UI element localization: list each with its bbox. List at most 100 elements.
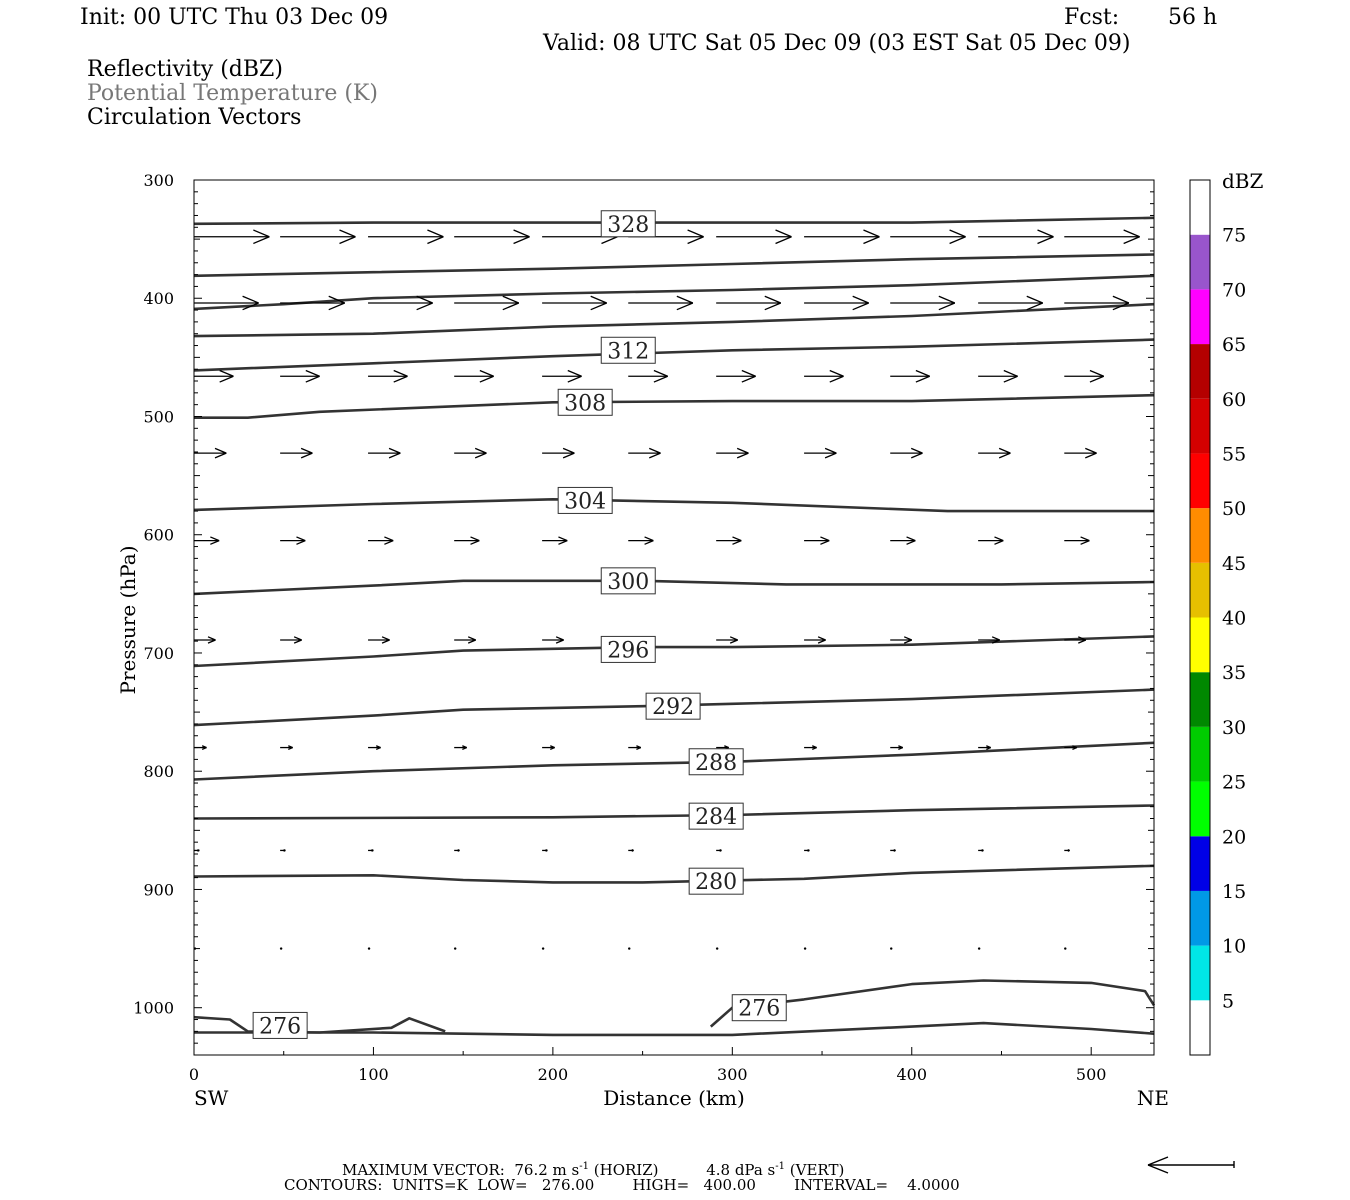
vertical-exponent: -1 [775, 1161, 786, 1172]
colorbar-segment [1190, 1000, 1210, 1055]
circulation-vector [978, 849, 984, 852]
circulation-vector [890, 369, 930, 383]
circulation-vector [454, 369, 494, 383]
colorbar-segment [1190, 234, 1210, 290]
x-axis-title: Distance (km) [603, 1086, 745, 1110]
theta-contour-line [193, 741, 1155, 781]
forecast-label: Fcst: [1064, 5, 1120, 30]
y-tick-label: 300 [143, 171, 174, 190]
circulation-vector [628, 745, 642, 751]
circulation-vector [1064, 849, 1070, 852]
contour-labels: 328 312 308 304 300 296 292 288 284 280 276 276 [252, 210, 787, 1039]
circulation-vector [368, 849, 374, 852]
field-potential-temperature: Potential Temperature (K) [87, 81, 378, 106]
circulation-vector [194, 447, 227, 459]
circulation-vector [194, 295, 259, 311]
theta-contour-line [193, 497, 1154, 513]
contour-label: 284 [695, 805, 737, 830]
theta-contour-line [194, 393, 1155, 420]
reflectivity-colorbar: 5 10 15 20 25 30 35 40 45 50 55 60 65 70 75 [1189, 179, 1246, 1056]
y-tick-label: 400 [143, 289, 174, 308]
circulation-vector [454, 447, 487, 459]
contour-label: 292 [652, 695, 694, 720]
contour-label: 288 [695, 751, 737, 776]
circulation-vector [368, 229, 444, 245]
circulation-vector [890, 447, 923, 459]
circulation-vector [977, 947, 981, 950]
max-vertical-value: 4.8 dPa s [706, 1161, 776, 1179]
circulation-vector [803, 947, 807, 950]
colorbar-level-label: 45 [1222, 553, 1246, 575]
colorbar-segment [1190, 836, 1210, 891]
circulation-vector [542, 447, 575, 459]
y-tick-label: 700 [143, 644, 174, 663]
theta-contour-line [193, 216, 1155, 226]
circulation-vector [541, 947, 545, 950]
circulation-vector [890, 295, 956, 311]
circulation-vector [279, 947, 283, 950]
circulation-vector [194, 536, 220, 545]
colorbar-title: dBZ [1222, 169, 1264, 193]
endpoint-ne: NE [1137, 1086, 1169, 1110]
contour-label: 276 [738, 997, 780, 1022]
max-vector-label: MAXIMUM VECTOR: [342, 1161, 505, 1179]
colorbar-segment [1190, 617, 1210, 673]
circulation-vector [368, 369, 408, 383]
circulation-vector [804, 849, 810, 852]
circulation-vector [628, 849, 634, 852]
contour-label-box [600, 210, 656, 238]
circulation-vector [978, 229, 1054, 245]
circulation-vector [368, 447, 401, 459]
circulation-vector [368, 295, 433, 311]
circulation-vector [542, 295, 607, 311]
circulation-vector [715, 947, 719, 950]
field-reflectivity: Reflectivity (dBZ) [87, 57, 283, 82]
circulation-vector [890, 536, 916, 545]
circulation-vector [804, 295, 869, 311]
colorbar-segment [1190, 781, 1210, 837]
contour-label-box [688, 867, 744, 895]
contours-low: LOW= 276.00 [477, 1176, 595, 1194]
colorbar-segment [1190, 726, 1210, 782]
circulation-vector [1064, 295, 1130, 311]
colorbar-segment [1190, 453, 1210, 509]
circulation-vector [368, 745, 381, 751]
circulation-vector [542, 745, 555, 751]
circulation-vector [890, 849, 896, 852]
circulation-vector [1064, 536, 1090, 545]
circulation-vector [628, 536, 654, 545]
circulation-vector [280, 745, 293, 751]
circulation-vector [978, 447, 1011, 459]
max-horizontal-value: 76.2 m s [514, 1161, 580, 1179]
colorbar-segment [1190, 398, 1210, 454]
circulation-vector [453, 947, 457, 950]
y-tick-label: 900 [143, 880, 174, 899]
theta-contour-line [193, 1015, 446, 1034]
valid-time: Valid: 08 UTC Sat 05 Dec 09 (03 EST Sat … [543, 31, 1131, 56]
theta-contours [193, 216, 1156, 1037]
theta-contour-line [193, 635, 1155, 668]
colorbar-frame [1189, 179, 1211, 1056]
theta-contour-line [193, 302, 1155, 338]
circulation-vector [542, 849, 548, 852]
endpoint-sw: SW [194, 1086, 229, 1110]
circulation-vector [454, 536, 480, 545]
circulation-vector [716, 849, 722, 852]
circulation-vector [1064, 447, 1097, 459]
colorbar-level-label: 35 [1222, 662, 1246, 684]
theta-contour-line [193, 338, 1155, 372]
circulation-vector [454, 636, 476, 644]
contour-label: 280 [695, 870, 737, 895]
contour-label: 312 [607, 339, 649, 364]
circulation-vector [628, 369, 668, 383]
circulation-vector [542, 636, 564, 644]
circulation-vectors [193, 229, 1140, 950]
circulation-vector [280, 447, 313, 459]
x-tick-label: 0 [189, 1065, 199, 1084]
colorbar-segment [1190, 890, 1210, 946]
circulation-vector [628, 295, 694, 311]
contours-units: UNITS=K [392, 1176, 468, 1194]
colorbar-level-label: 70 [1222, 279, 1246, 301]
circulation-vector [978, 636, 1000, 644]
